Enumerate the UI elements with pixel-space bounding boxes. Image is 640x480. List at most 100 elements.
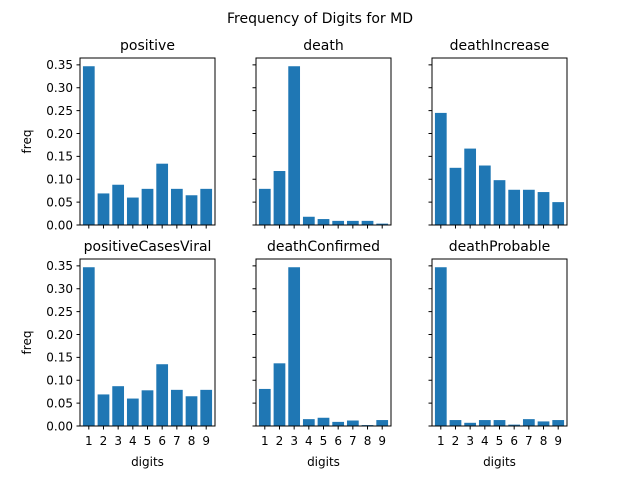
bar [126, 197, 139, 225]
bar [97, 193, 110, 225]
bar [112, 184, 125, 225]
bar [156, 364, 169, 426]
bar [97, 394, 110, 426]
bar [170, 188, 183, 225]
bar [478, 420, 491, 426]
bar [273, 171, 286, 225]
bar [126, 398, 139, 426]
x-tick-label: 7 [525, 434, 533, 448]
bar [478, 165, 491, 225]
y-tick-label: 0.35 [46, 259, 73, 273]
x-tick-label: 2 [276, 434, 284, 448]
x-tick-label: 9 [378, 434, 386, 448]
bar [141, 188, 154, 225]
x-tick-label: 1 [261, 434, 269, 448]
y-tick-label: 0.05 [46, 396, 73, 410]
bar [522, 419, 535, 426]
x-tick-label: 3 [290, 434, 298, 448]
bar [376, 420, 389, 426]
bar [493, 420, 506, 426]
bar [552, 420, 565, 426]
x-tick-label: 6 [334, 434, 342, 448]
y-axis-label: freq [20, 331, 34, 355]
y-tick-label: 0.35 [46, 58, 73, 72]
x-tick-label: 3 [114, 434, 122, 448]
y-tick-label: 0.10 [46, 374, 73, 388]
x-tick-label: 2 [452, 434, 460, 448]
x-tick-label: 8 [540, 434, 548, 448]
y-tick-label: 0.25 [46, 104, 73, 118]
bar [288, 66, 301, 226]
y-tick-label: 0.00 [46, 218, 73, 232]
bar [376, 223, 389, 225]
x-tick-label: 5 [496, 434, 504, 448]
subplot-title: positiveCasesViral [84, 239, 212, 255]
figure-title: Frequency of Digits for MD [227, 11, 413, 27]
bar [288, 267, 301, 426]
bar [464, 422, 477, 426]
bar [258, 188, 271, 225]
subplot: death [252, 38, 392, 229]
x-tick-label: 4 [305, 434, 313, 448]
bar [141, 390, 154, 426]
bar [273, 363, 286, 426]
y-tick-label: 0.15 [46, 150, 73, 164]
bar [449, 167, 462, 225]
bar [552, 202, 565, 225]
bar [185, 396, 198, 426]
bar [537, 421, 550, 426]
bar [170, 389, 183, 426]
bar [258, 388, 271, 426]
subplot-title: deathProbable [449, 239, 551, 255]
y-tick-label: 0.20 [46, 328, 73, 342]
bar [317, 417, 330, 426]
y-tick-label: 0.25 [46, 305, 73, 319]
x-tick-label: 5 [320, 434, 328, 448]
y-tick-label: 0.15 [46, 351, 73, 365]
subplot-title: deathConfirmed [267, 239, 380, 255]
subplot-grid: positive 0.00 0.05 0.10 0.15 0.20 0.25 0.30 0.35… [20, 38, 568, 469]
x-tick-label: 9 [554, 434, 562, 448]
x-tick-label: 4 [129, 434, 137, 448]
bar [508, 424, 521, 426]
bar [537, 192, 550, 225]
bar [302, 216, 315, 225]
y-tick-label: 0.20 [46, 127, 73, 141]
bar [346, 420, 359, 426]
x-tick-label: 6 [158, 434, 166, 448]
bar [449, 420, 462, 426]
subplot: deathConfirmed 1 2 3 4 5 6 7 8 9 digits [252, 239, 392, 469]
y-tick-label: 0.30 [46, 282, 73, 296]
bar [200, 389, 213, 426]
bar [434, 267, 447, 426]
x-tick-label: 8 [364, 434, 372, 448]
x-axis-label: digits [483, 455, 516, 469]
subplot: deathIncrease [428, 38, 568, 229]
x-tick-label: 5 [144, 434, 152, 448]
bar [464, 148, 477, 225]
bar [82, 267, 95, 426]
x-tick-label: 1 [85, 434, 93, 448]
bar [317, 219, 330, 225]
bar [434, 112, 447, 225]
bar [200, 188, 213, 225]
x-tick-label: 3 [466, 434, 474, 448]
subplot: deathProbable 1 2 3 4 5 6 7 8 9 digits [428, 239, 568, 469]
bar [346, 220, 359, 225]
x-tick-label: 6 [510, 434, 518, 448]
subplot-title: positive [120, 38, 175, 54]
x-tick-label: 4 [481, 434, 489, 448]
bar [82, 66, 95, 226]
x-tick-label: 7 [173, 434, 181, 448]
bar [493, 180, 506, 225]
subplot-title: deathIncrease [450, 38, 550, 54]
bar [185, 195, 198, 225]
subplot-title: death [303, 38, 343, 54]
bar [508, 189, 521, 225]
y-tick-label: 0.30 [46, 81, 73, 95]
x-tick-label: 8 [188, 434, 196, 448]
subplot: positive 0.00 0.05 0.10 0.15 0.20 0.25 0.30 0.35… [20, 38, 216, 232]
x-tick-label: 9 [202, 434, 210, 448]
bar [332, 421, 345, 426]
